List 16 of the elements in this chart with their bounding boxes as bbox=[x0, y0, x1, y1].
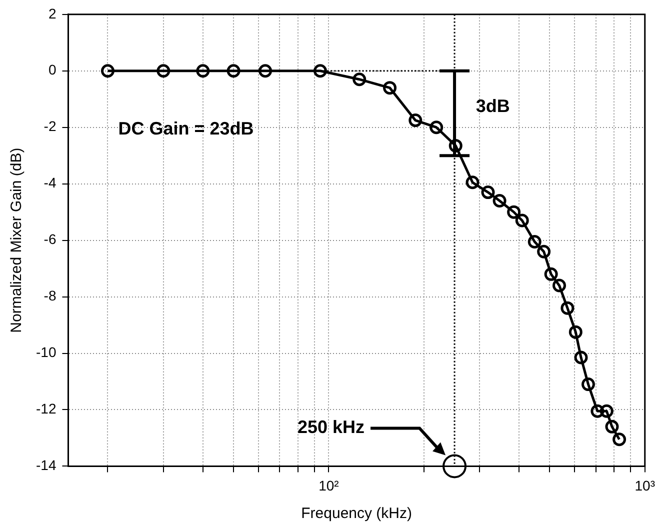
y-axis-title: Normalized Mixer Gain (dB) bbox=[8, 148, 26, 333]
x-axis-title: Frequency (kHz) bbox=[301, 505, 412, 522]
ref-line-label: 250 kHz bbox=[297, 417, 365, 438]
y-tick-label: 2 bbox=[48, 5, 56, 22]
annotation: DC Gain = 23dB bbox=[118, 118, 254, 139]
x-tick-label: 10² bbox=[318, 477, 340, 494]
y-tick-label: 0 bbox=[48, 62, 56, 78]
y-tick-label: -2 bbox=[44, 118, 56, 134]
y-tick-label: -12 bbox=[36, 400, 56, 417]
annotation: 3dB bbox=[476, 96, 510, 116]
y-tick-label: -10 bbox=[36, 344, 56, 360]
y-tick-label: -6 bbox=[44, 231, 56, 248]
y-tick-label: -14 bbox=[36, 457, 56, 474]
x-tick-label: 10³ bbox=[634, 477, 656, 494]
y-tick-label: -4 bbox=[44, 174, 56, 191]
y-tick-label: -8 bbox=[44, 288, 56, 304]
